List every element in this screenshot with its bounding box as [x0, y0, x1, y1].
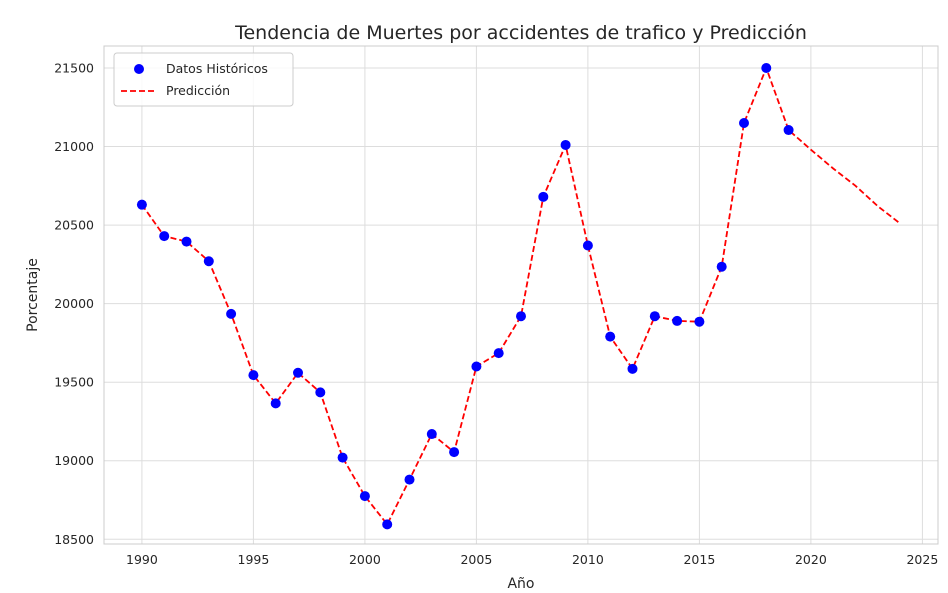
data-point — [738, 117, 749, 128]
y-tick-label: 19500 — [54, 375, 94, 390]
data-point — [315, 387, 326, 398]
data-point — [382, 519, 393, 530]
data-point — [783, 125, 794, 136]
x-tick-label: 2000 — [349, 552, 381, 567]
legend-label-historical: Datos Históricos — [166, 61, 268, 76]
prediction-line — [141, 65, 901, 527]
data-point — [694, 316, 705, 327]
data-point — [270, 398, 281, 409]
x-tick-label: 2025 — [906, 552, 938, 567]
x-tick-label: 2020 — [795, 552, 827, 567]
data-point — [337, 452, 348, 463]
x-tick-label: 2015 — [683, 552, 715, 567]
chart-title: Tendencia de Muertes por accidentes de t… — [234, 22, 807, 44]
data-point — [248, 370, 259, 381]
data-point — [493, 348, 504, 359]
y-axis-ticks: 18500 19000 19500 20000 20500 21000 21500 — [54, 60, 94, 546]
y-tick-label: 20500 — [54, 218, 94, 233]
data-point — [627, 363, 638, 374]
legend-box — [113, 52, 294, 107]
data-point — [359, 491, 370, 502]
y-tick-label: 19000 — [54, 453, 94, 468]
legend: Datos Históricos Predicción — [113, 52, 294, 107]
data-point — [582, 240, 593, 251]
data-point — [404, 474, 415, 485]
legend-marker-historical — [134, 64, 144, 74]
data-point — [560, 139, 571, 150]
x-tick-label: 1990 — [126, 552, 158, 567]
y-tick-label: 18500 — [54, 532, 94, 547]
legend-label-prediction: Predicción — [166, 83, 230, 98]
y-tick-label: 21000 — [54, 139, 94, 154]
data-point — [605, 331, 616, 342]
data-point — [672, 315, 683, 326]
grid — [104, 46, 938, 544]
plot-frame — [103, 45, 939, 545]
x-tick-label: 1995 — [238, 552, 270, 567]
data-point — [159, 231, 170, 242]
historical-series — [136, 62, 794, 530]
x-tick-label: 2005 — [460, 552, 492, 567]
data-point — [426, 429, 437, 440]
prediction-series — [141, 65, 901, 527]
x-axis-label: Año — [507, 576, 534, 592]
data-point — [471, 361, 482, 372]
y-tick-label: 21500 — [54, 60, 94, 75]
data-point — [761, 62, 772, 73]
data-point — [649, 311, 660, 322]
data-point — [449, 447, 460, 458]
data-point — [181, 236, 192, 247]
data-point — [293, 367, 304, 378]
data-point — [716, 261, 727, 272]
data-point — [538, 191, 549, 202]
data-point — [203, 256, 214, 267]
x-axis-ticks: 1990 1995 2000 2005 2010 2015 2020 2025 — [126, 552, 938, 567]
data-point — [136, 199, 147, 210]
data-point — [516, 311, 526, 322]
data-point — [226, 308, 237, 319]
x-tick-label: 2010 — [572, 552, 604, 567]
y-axis-label: Porcentaje — [25, 258, 41, 332]
y-tick-label: 20000 — [54, 296, 94, 311]
